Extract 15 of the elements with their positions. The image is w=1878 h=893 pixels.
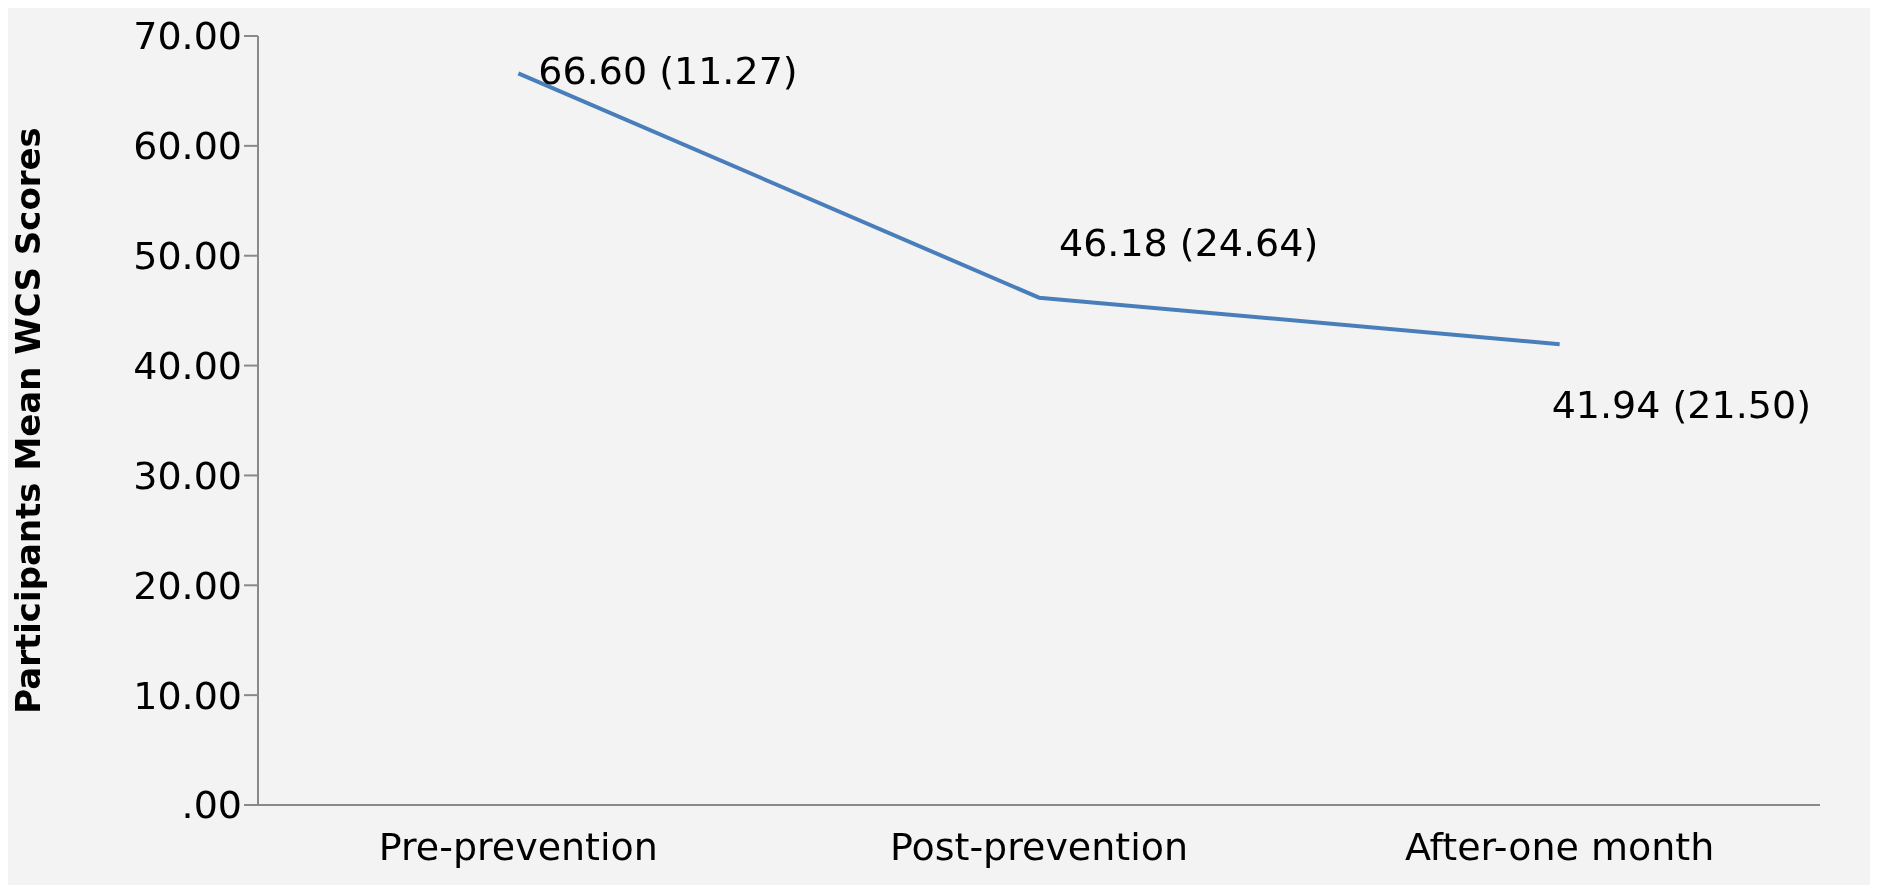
y-axis-title: Participants Mean WCS Scores <box>8 127 49 714</box>
data-label: 46.18 (24.64) <box>1059 220 1319 265</box>
x-tick-label: Post-prevention <box>889 824 1189 869</box>
data-label: 66.60 (11.27) <box>538 48 798 93</box>
y-tick-label: 20.00 <box>133 563 242 608</box>
y-tick-label: 50.00 <box>133 234 242 279</box>
y-tick-label: 60.00 <box>133 124 242 169</box>
y-tick-label: 30.00 <box>133 453 242 498</box>
x-tick-label: Pre-prevention <box>378 824 658 869</box>
y-tick-label: 10.00 <box>133 673 242 718</box>
data-label: 41.94 (21.50) <box>1551 383 1811 428</box>
y-tick-label: .00 <box>181 783 242 828</box>
y-tick-label: 70.00 <box>133 14 242 59</box>
y-tick-label: 40.00 <box>133 344 242 389</box>
x-tick-label: After-one month <box>1404 824 1715 869</box>
